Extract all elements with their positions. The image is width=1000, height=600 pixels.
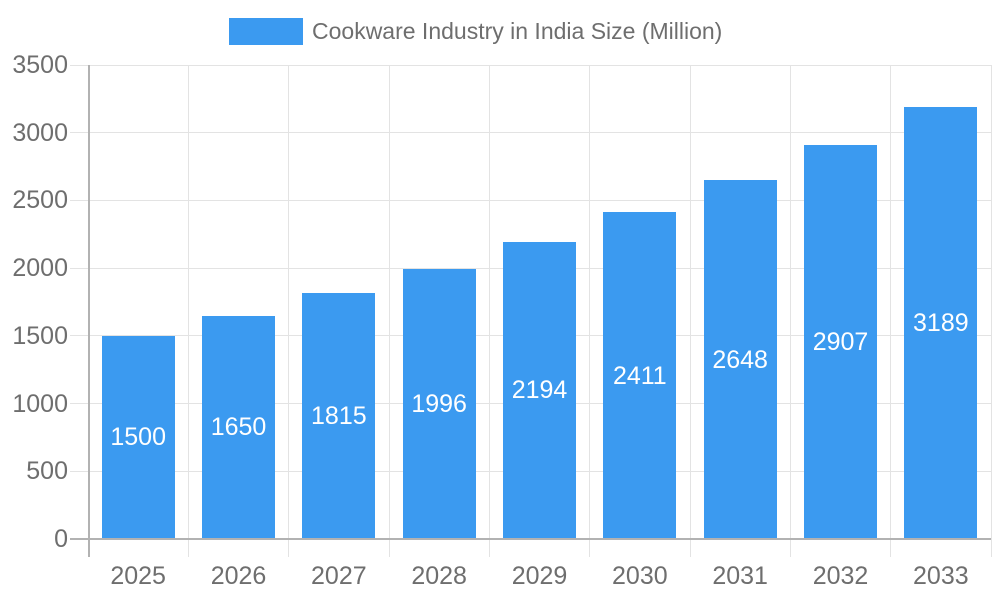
bar-2025[interactable] bbox=[101, 335, 175, 539]
y-tick-label: 0 bbox=[54, 525, 68, 553]
x-gridline bbox=[288, 65, 290, 557]
y-tick-label: 3500 bbox=[12, 51, 68, 79]
y-gridline bbox=[70, 199, 991, 201]
legend-label: Cookware Industry in India Size (Million… bbox=[312, 18, 723, 44]
bar-2033[interactable] bbox=[904, 107, 978, 539]
y-tick-label: 2500 bbox=[12, 186, 68, 215]
x-tick-label: 2031 bbox=[712, 562, 768, 590]
x-gridline bbox=[890, 65, 892, 557]
y-gridline bbox=[70, 132, 991, 134]
bar-2027[interactable] bbox=[302, 293, 376, 539]
y-tick-label: 1000 bbox=[12, 389, 68, 418]
y-gridline bbox=[70, 64, 991, 66]
x-tick-label: 2027 bbox=[311, 562, 367, 590]
x-gridline bbox=[990, 65, 992, 557]
y-axis-line bbox=[88, 65, 90, 557]
plot-area: 0 500 1000 1500 2000 2500 3000 3500 1500 2025 1650… bbox=[12, 51, 992, 590]
y-tick-label: 2000 bbox=[12, 254, 68, 283]
bar-2029[interactable] bbox=[503, 241, 576, 539]
x-tick-label: 2026 bbox=[210, 562, 267, 590]
y-tick-label: 500 bbox=[26, 457, 68, 486]
x-axis-line bbox=[70, 538, 991, 540]
x-gridline bbox=[589, 65, 591, 557]
x-tick-label: 2028 bbox=[411, 562, 467, 590]
x-tick-label: 2033 bbox=[913, 562, 969, 590]
x-gridline bbox=[689, 65, 691, 557]
x-tick-label: 2029 bbox=[511, 562, 568, 590]
x-gridline bbox=[789, 65, 791, 557]
bar-2026[interactable] bbox=[202, 315, 275, 539]
x-gridline bbox=[388, 65, 390, 557]
x-tick-label: 2032 bbox=[812, 562, 869, 590]
bar-2031[interactable] bbox=[703, 180, 777, 539]
legend-item[interactable]: Cookware Industry in India Size (Million… bbox=[229, 17, 722, 45]
y-tick-label: 3000 bbox=[12, 118, 68, 147]
bar-2028[interactable] bbox=[402, 268, 476, 539]
x-tick-label: 2030 bbox=[612, 562, 668, 590]
bar-2030[interactable] bbox=[603, 212, 677, 539]
bar-2032[interactable] bbox=[804, 145, 877, 539]
y-tick-label: 1500 bbox=[12, 321, 68, 350]
x-tick-label: 2025 bbox=[110, 562, 166, 590]
legend-swatch bbox=[229, 17, 303, 45]
x-gridline bbox=[488, 65, 490, 557]
x-gridline bbox=[187, 65, 189, 557]
